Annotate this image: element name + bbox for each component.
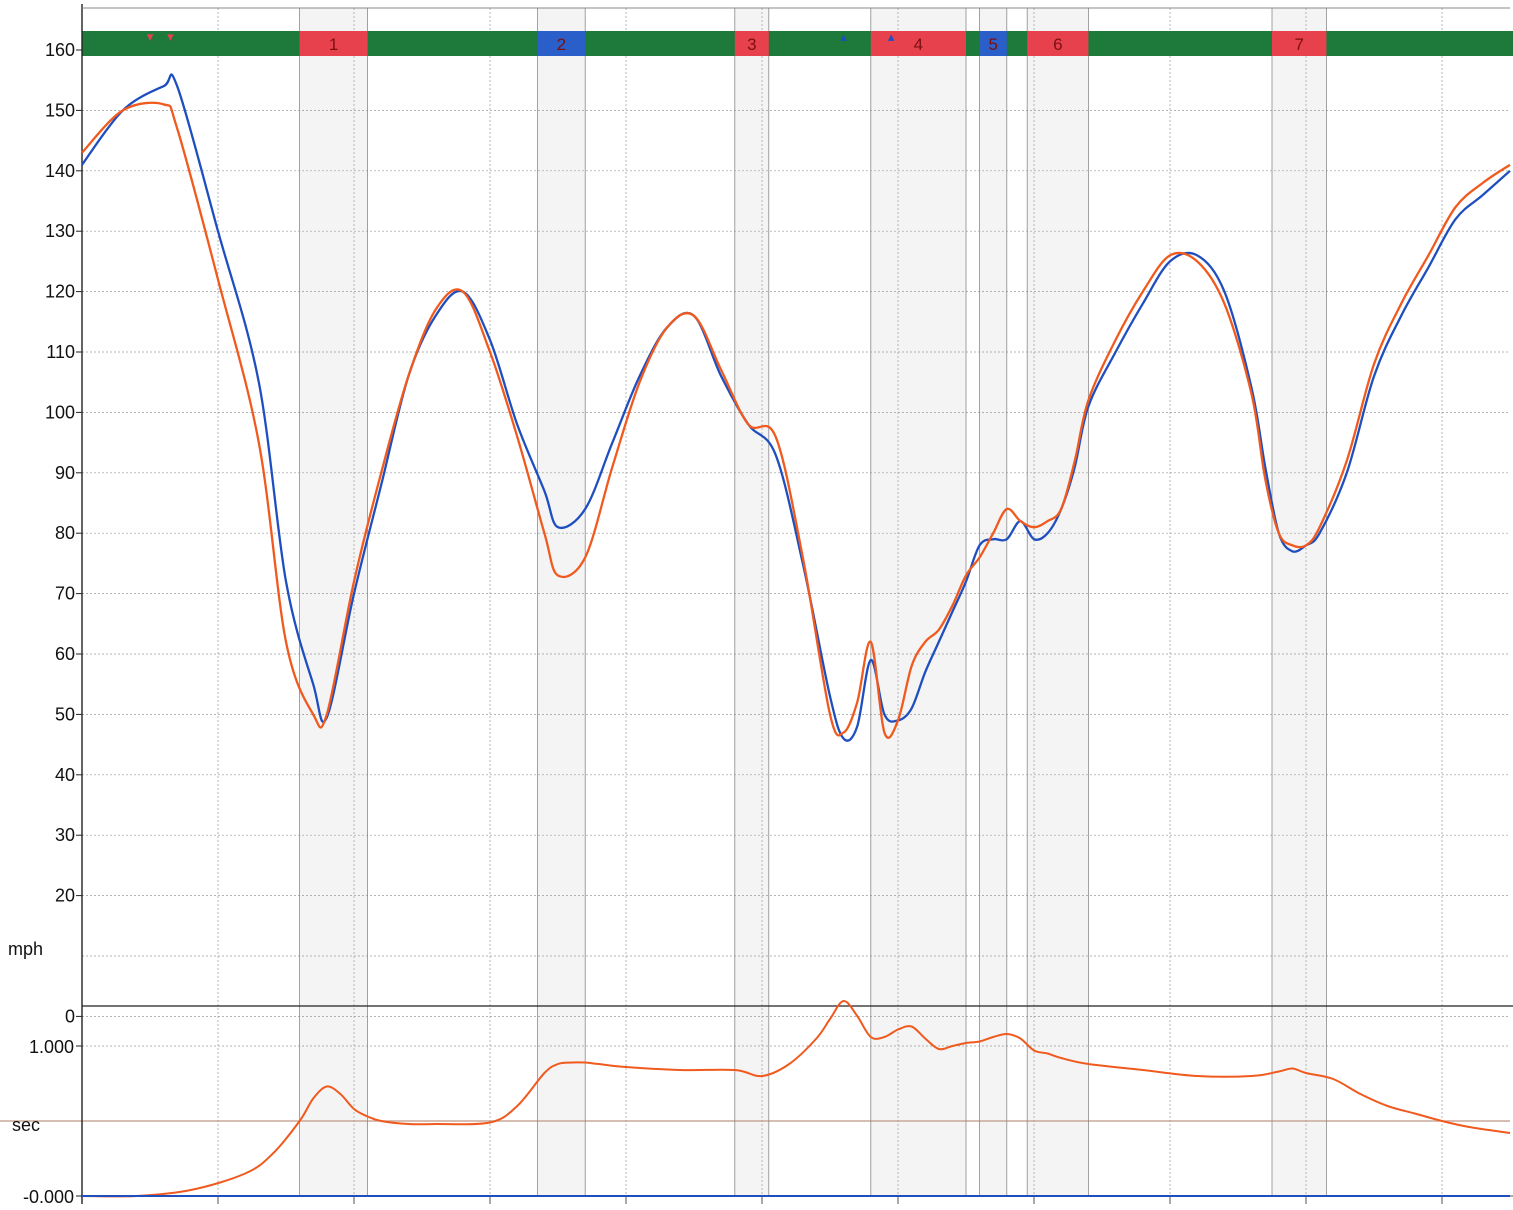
segment-shade-4 [870,8,966,1196]
segment-label-2: 2 [557,35,566,54]
y-tick-label-speed: 20 [55,886,75,906]
track-marker-2: ▾ [167,30,174,45]
track-markers: ▾ ▾ ▴ ▴ [147,30,895,45]
y-tick-label-speed: 160 [45,40,75,60]
chart-background [299,8,1327,1196]
y-tick-label-speed: 100 [45,402,75,422]
segment-label-4: 4 [914,35,923,54]
segment-block-3 [734,31,769,56]
delta-series-line-1 [81,1000,1511,1198]
y-tick-label-speed: 110 [46,342,75,362]
speed-unit-label: mph [8,939,43,959]
y-tick-label-delta: 1.000 [29,1037,74,1057]
track-marker-1: ▾ [147,30,154,45]
y-tick-label-speed: 40 [55,765,75,785]
segment-label-7: 7 [1294,35,1303,54]
delta-unit-label: sec [12,1115,40,1135]
segment-shade-5 [979,8,1007,1196]
segment-block-1 [299,31,368,56]
segment-label-6: 6 [1053,35,1062,54]
y-tick-label-speed: 50 [55,704,75,724]
y-tick-labels: 160 150 140 130 120 110 100 90 80 70 60 50 40 30 20 0 1.… [23,40,82,1207]
y-tick-label-speed: 130 [45,221,75,241]
segment-block-6 [1027,31,1089,56]
y-tick-label-speed: 0 [65,1006,75,1026]
segment-label-5: 5 [988,35,997,54]
vertical-gridlines [217,8,1443,1204]
y-tick-label-speed: 150 [45,100,75,120]
y-tick-label-speed: 70 [55,584,75,604]
segment-label-3: 3 [747,35,756,54]
speed-series-line-2 [81,101,1511,739]
segment-shade-1 [299,8,368,1196]
y-tick-label-speed: 30 [55,825,75,845]
segment-block-4 [870,31,966,56]
segment-label-1: 1 [329,35,338,54]
segment-shade-7 [1272,8,1327,1196]
track-marker-3: ▴ [840,30,847,45]
segment-block-2 [537,31,586,56]
y-tick-label-delta: -0.000 [23,1187,74,1207]
y-tick-label-speed: 90 [55,463,75,483]
segment-shade-2 [537,8,586,1196]
segment-track-bar: 1 2 3 4 5 6 7 [82,31,1513,56]
speed-series-line-1 [81,73,1511,742]
track-marker-4: ▴ [888,30,895,45]
y-tick-label-speed: 140 [45,161,75,181]
segment-shade-3 [734,8,769,1196]
y-tick-label-speed: 120 [45,282,75,302]
delta-series [81,1000,1511,1198]
segment-block-7 [1272,31,1327,56]
y-tick-label-speed: 80 [55,523,75,543]
segment-shade-6 [1027,8,1089,1196]
y-tick-label-speed: 60 [55,644,75,664]
segment-block-5 [979,31,1007,56]
speed-series [81,73,1511,742]
